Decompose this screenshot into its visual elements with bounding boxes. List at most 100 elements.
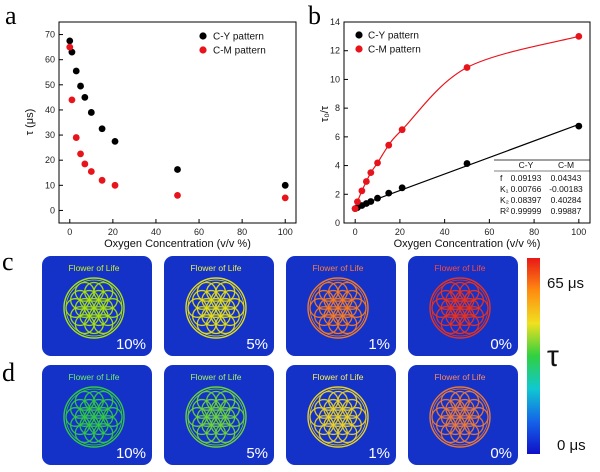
- table-row-label: K₁: [500, 184, 509, 194]
- chart-a-legend-label-cm: C-M pattern: [213, 46, 266, 57]
- chart-b-xtick-label: 0: [353, 227, 358, 237]
- chart-a-point-cy: [72, 67, 80, 75]
- chart-b-fit-curve-cm: [354, 35, 579, 209]
- image-panel-row-d-2: Flower of Life 5%: [164, 365, 274, 465]
- image-panel-title: Flower of Life: [312, 263, 363, 273]
- flower-of-life-pattern: [429, 277, 491, 339]
- chart-b-point-cm: [398, 126, 406, 134]
- image-panel-title: Flower of Life: [190, 372, 241, 382]
- image-panel-percent-label: 10%: [116, 445, 146, 462]
- image-panel-percent-label: 5%: [246, 336, 268, 353]
- image-panel-row-d-3: Flower of Life 1%: [286, 365, 396, 465]
- chart-a-frame: [58, 21, 297, 224]
- chart-a-legend-marker-cy: [199, 32, 207, 40]
- chart-b-legend-label-cm: C-M pattern: [368, 45, 421, 56]
- chart-a-point-cm: [174, 191, 181, 199]
- chart-a-ytick-label: 40: [45, 105, 55, 115]
- flower-of-life-pattern: [63, 386, 125, 448]
- flower-of-life-pattern: [307, 277, 369, 339]
- image-panel-title: Flower of Life: [434, 372, 485, 382]
- chart-b-xtick-label: 20: [395, 227, 405, 237]
- chart-b-legend: C-Y pattern C-M pattern: [355, 31, 421, 56]
- chart-a-point-cm: [81, 160, 89, 168]
- colorbar: 65 μs 0 μs τ: [527, 258, 586, 454]
- panel-label-b: b: [308, 1, 321, 30]
- colorbar-min-label: 0 μs: [557, 437, 586, 454]
- image-panel-row-c-1: Flower of Life 10%: [42, 256, 152, 356]
- flower-of-life-pattern: [429, 386, 491, 448]
- chart-a-point-cm: [68, 96, 76, 104]
- chart-b-xlabel: Oxygen Concentration (v/v %): [394, 238, 541, 250]
- panel-label-c: c: [2, 247, 14, 276]
- chart-a-point-cm: [98, 176, 106, 184]
- chart-b-point-cy: [398, 184, 406, 192]
- chart-a-legend-marker-cm: [199, 46, 207, 54]
- image-panel-percent-label: 0%: [490, 336, 512, 353]
- chart-a-point-cm: [72, 134, 80, 141]
- chart-b-ytick-label: 4: [335, 161, 340, 171]
- flower-of-life-pattern: [63, 277, 125, 339]
- chart-b-point-cy: [374, 194, 381, 202]
- chart-b-point-cm: [385, 141, 393, 149]
- fit-parameter-table: C-Y C-M f 0.09193 0.04343 K₁ 0.00766 -0.00183…: [494, 159, 590, 216]
- table-cell-cm: -0.00183: [549, 184, 583, 194]
- chart-a-ticks: 0 20 40 60 80 100 0 10 20 30 40 50 60 70: [45, 30, 293, 237]
- image-panel-row-d-1: Flower of Life 10%: [42, 365, 152, 465]
- chart-a-point-cy: [98, 125, 106, 133]
- chart-b-frame: [343, 21, 591, 224]
- chart-a-legend-label-cy: C-Y pattern: [213, 32, 264, 43]
- chart-b-point-cm: [354, 198, 361, 206]
- table-row-label: R²: [500, 206, 509, 216]
- chart-b-point-cm: [367, 169, 375, 177]
- image-panel-percent-label: 0%: [490, 445, 512, 462]
- flower-of-life-pattern: [185, 277, 247, 339]
- chart-a-point-cm: [111, 181, 119, 189]
- image-panel-percent-label: 10%: [116, 336, 146, 353]
- chart-a-point-cy: [81, 93, 89, 101]
- chart-a-ytick-label: 50: [45, 80, 55, 90]
- image-panel-title: Flower of Life: [312, 372, 363, 382]
- chart-a-xtick-label: 80: [237, 227, 247, 237]
- table-cell-cm: 0.04343: [551, 173, 582, 183]
- chart-b-ytick-label: 8: [335, 103, 340, 113]
- chart-b: 0 20 40 60 80 100 0 2 4 6 8 10 12 14 Oxygen Concentra…: [319, 17, 591, 250]
- chart-b-point-cy: [463, 160, 471, 167]
- chart-b-point-cm: [575, 32, 583, 40]
- chart-a-xtick-label: 100: [278, 227, 293, 237]
- table-row-label: K₂: [500, 195, 509, 205]
- image-panel-row-d-4: Flower of Life 0%: [408, 365, 518, 465]
- chart-a-legend: C-Y pattern C-M pattern: [199, 32, 266, 57]
- table-cell-cy: 0.00766: [511, 184, 542, 194]
- chart-a-ytick-label: 20: [45, 155, 55, 165]
- image-panel-title: Flower of Life: [68, 372, 119, 382]
- colorbar-tau-symbol: τ: [547, 340, 559, 373]
- chart-a-ytick-label: 30: [45, 130, 55, 140]
- image-panel-row-c-3: Flower of Life 1%: [286, 256, 396, 356]
- chart-a-ylabel: τ (μs): [24, 109, 36, 136]
- flower-of-life-pattern: [185, 386, 247, 448]
- image-panel-percent-label: 1%: [368, 445, 390, 462]
- image-panel-row-c-2: Flower of Life 5%: [164, 256, 274, 356]
- chart-a-ytick-label: 70: [45, 30, 55, 40]
- chart-a-point-cm: [77, 150, 84, 158]
- chart-b-xtick-label: 100: [571, 227, 586, 237]
- colorbar-gradient: [527, 258, 540, 454]
- chart-b-ytick-label: 14: [330, 17, 340, 27]
- chart-a-xtick-label: 20: [108, 227, 118, 237]
- image-panel-title: Flower of Life: [190, 263, 241, 273]
- table-header-cm: C-M: [558, 160, 574, 170]
- flower-of-life-pattern: [307, 386, 369, 448]
- image-panel-title: Flower of Life: [68, 263, 119, 273]
- table-cell-cy: 0.99999: [511, 206, 542, 216]
- chart-b-points: [351, 32, 583, 213]
- chart-a-point-cm: [87, 168, 95, 175]
- panel-label-d: d: [2, 358, 15, 387]
- chart-b-point-cy: [385, 189, 393, 197]
- chart-b-ticks: 0 20 40 60 80 100 0 2 4 6 8 10 12 14: [330, 17, 586, 237]
- chart-b-ytick-label: 0: [335, 218, 340, 228]
- image-panel-row-c-4: Flower of Life 0%: [408, 256, 518, 356]
- chart-a-point-cy: [87, 109, 95, 116]
- table-cell-cm: 0.40284: [551, 195, 582, 205]
